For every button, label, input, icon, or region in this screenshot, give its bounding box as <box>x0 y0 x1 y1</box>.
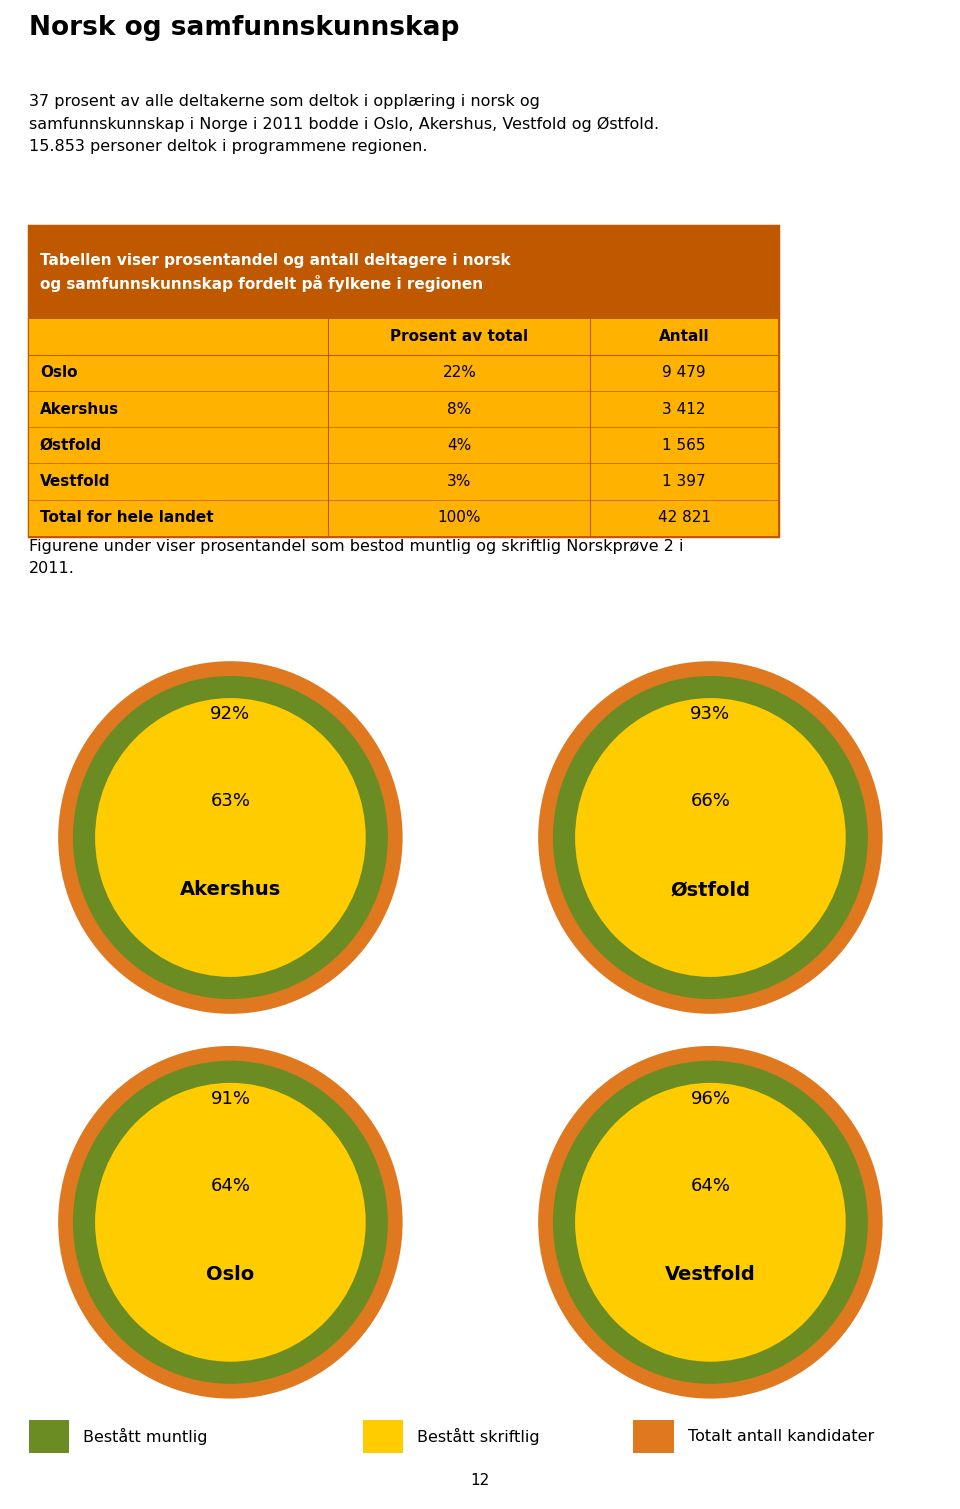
Text: 63%: 63% <box>210 792 251 810</box>
Text: Bestått muntlig: Bestått muntlig <box>83 1428 207 1446</box>
Ellipse shape <box>575 699 846 976</box>
Bar <box>29 427 778 463</box>
Ellipse shape <box>539 1046 882 1399</box>
Text: Akershus: Akershus <box>40 401 119 416</box>
Bar <box>29 463 778 499</box>
Text: Prosent av total: Prosent av total <box>391 329 528 344</box>
Text: 9 479: 9 479 <box>662 365 706 380</box>
Text: 64%: 64% <box>690 1177 731 1195</box>
Text: 91%: 91% <box>210 1091 251 1108</box>
Text: 22%: 22% <box>443 365 476 380</box>
Text: Østfold: Østfold <box>670 880 751 899</box>
Text: Totalt antall kandidater: Totalt antall kandidater <box>687 1429 874 1444</box>
Ellipse shape <box>59 661 402 1014</box>
Text: 37 prosent av alle deltakerne som deltok i opplæring i norsk og
samfunnskunnskap: 37 prosent av alle deltakerne som deltok… <box>29 94 659 154</box>
Text: Norsk og samfunnskunnskap: Norsk og samfunnskunnskap <box>29 15 459 41</box>
Text: Oslo: Oslo <box>206 1265 254 1284</box>
Bar <box>29 320 778 355</box>
Bar <box>29 355 778 391</box>
Text: Total for hele landet: Total for hele landet <box>40 510 214 525</box>
Ellipse shape <box>59 1046 402 1399</box>
Bar <box>29 226 778 320</box>
Text: 3%: 3% <box>447 474 471 489</box>
Text: Oslo: Oslo <box>40 365 78 380</box>
Text: 64%: 64% <box>210 1177 251 1195</box>
Ellipse shape <box>553 1061 868 1384</box>
Text: Vestfold: Vestfold <box>665 1265 756 1284</box>
Text: 42 821: 42 821 <box>658 510 710 525</box>
Text: 93%: 93% <box>690 706 731 723</box>
Text: 8%: 8% <box>447 401 471 416</box>
Bar <box>29 391 778 427</box>
Text: Vestfold: Vestfold <box>40 474 110 489</box>
Bar <box>29 499 778 536</box>
Bar <box>634 1420 674 1453</box>
Text: 66%: 66% <box>690 792 731 810</box>
Ellipse shape <box>73 1061 388 1384</box>
Text: Antall: Antall <box>659 329 709 344</box>
Text: 12: 12 <box>470 1473 490 1488</box>
Text: Bestått skriftlig: Bestått skriftlig <box>417 1428 540 1446</box>
Text: 92%: 92% <box>210 706 251 723</box>
Text: 96%: 96% <box>690 1091 731 1108</box>
Ellipse shape <box>539 661 882 1014</box>
Text: Østfold: Østfold <box>40 438 103 453</box>
Ellipse shape <box>553 676 868 999</box>
Text: 1 397: 1 397 <box>662 474 706 489</box>
Text: Tabellen viser prosentandel og antall deltagere i norsk
og samfunnskunnskap ford: Tabellen viser prosentandel og antall de… <box>40 254 511 293</box>
Text: Figurene under viser prosentandel som bestod muntlig og skriftlig Norskprøve 2 i: Figurene under viser prosentandel som be… <box>29 539 684 576</box>
Text: Akershus: Akershus <box>180 880 281 899</box>
Text: 1 565: 1 565 <box>662 438 706 453</box>
Ellipse shape <box>575 1083 846 1361</box>
Ellipse shape <box>95 1083 366 1361</box>
Bar <box>29 1420 69 1453</box>
Ellipse shape <box>73 676 388 999</box>
Text: 4%: 4% <box>447 438 471 453</box>
Text: 100%: 100% <box>438 510 481 525</box>
Bar <box>363 1420 403 1453</box>
Text: 3 412: 3 412 <box>662 401 706 416</box>
Ellipse shape <box>95 699 366 976</box>
